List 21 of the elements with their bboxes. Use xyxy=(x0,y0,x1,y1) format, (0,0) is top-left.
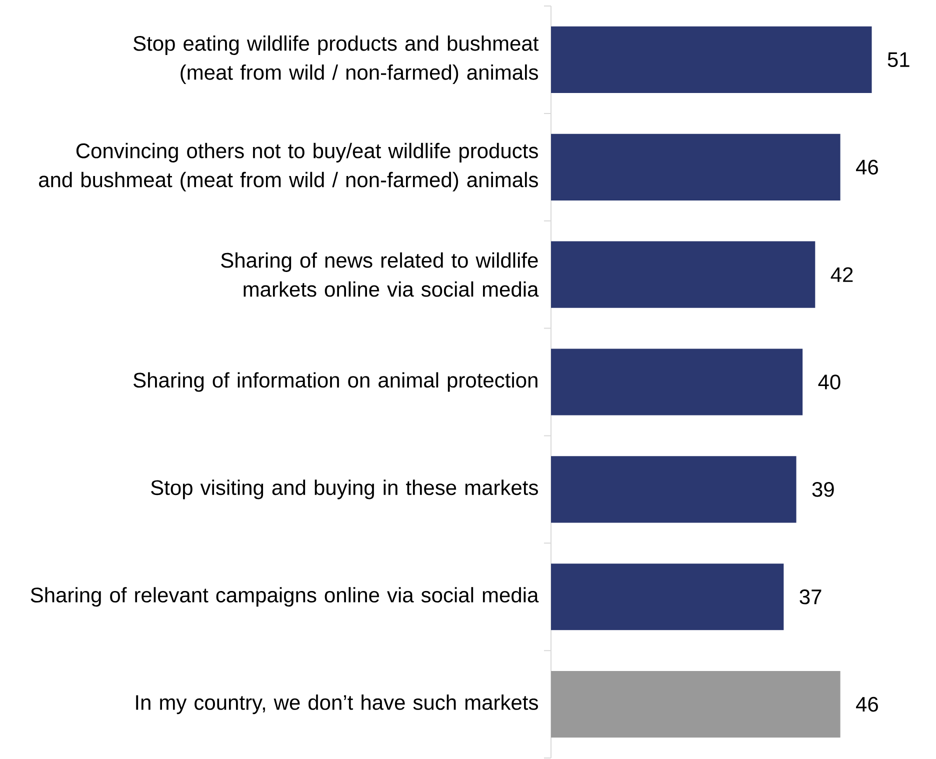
y-tick-label: Sharing of information on animal protection xyxy=(134,372,538,392)
bar xyxy=(551,456,796,523)
data-label: 51 xyxy=(888,52,910,68)
y-tick-label: Stop eating wildlife products and bushmeat (meat from wild / non-farmed) animals xyxy=(134,36,539,84)
data-label: 46 xyxy=(856,160,878,175)
y-tick-label: Stop visiting and buying in these markets xyxy=(151,480,538,500)
data-label: 42 xyxy=(830,268,853,282)
y-tick-label: Sharing of news related to wildlife markets online via social media xyxy=(221,252,539,298)
bar xyxy=(551,671,840,738)
data-label: 39 xyxy=(812,482,834,498)
bar xyxy=(551,564,784,630)
bar xyxy=(551,348,803,416)
data-label: 37 xyxy=(800,590,822,605)
y-tick-label: In my country, we don’t have such markets xyxy=(136,694,538,714)
data-label: 46 xyxy=(856,697,878,712)
bar xyxy=(551,134,840,201)
data-label: 40 xyxy=(818,374,840,390)
bar xyxy=(551,26,872,94)
y-tick-label: Convincing others not to buy/eat wildlife products and bushmeat (meat from wild / non-farmed) animals xyxy=(39,143,538,192)
bar xyxy=(551,242,816,308)
y-tick-label: Sharing of relevant campaigns online via social media xyxy=(30,587,539,607)
